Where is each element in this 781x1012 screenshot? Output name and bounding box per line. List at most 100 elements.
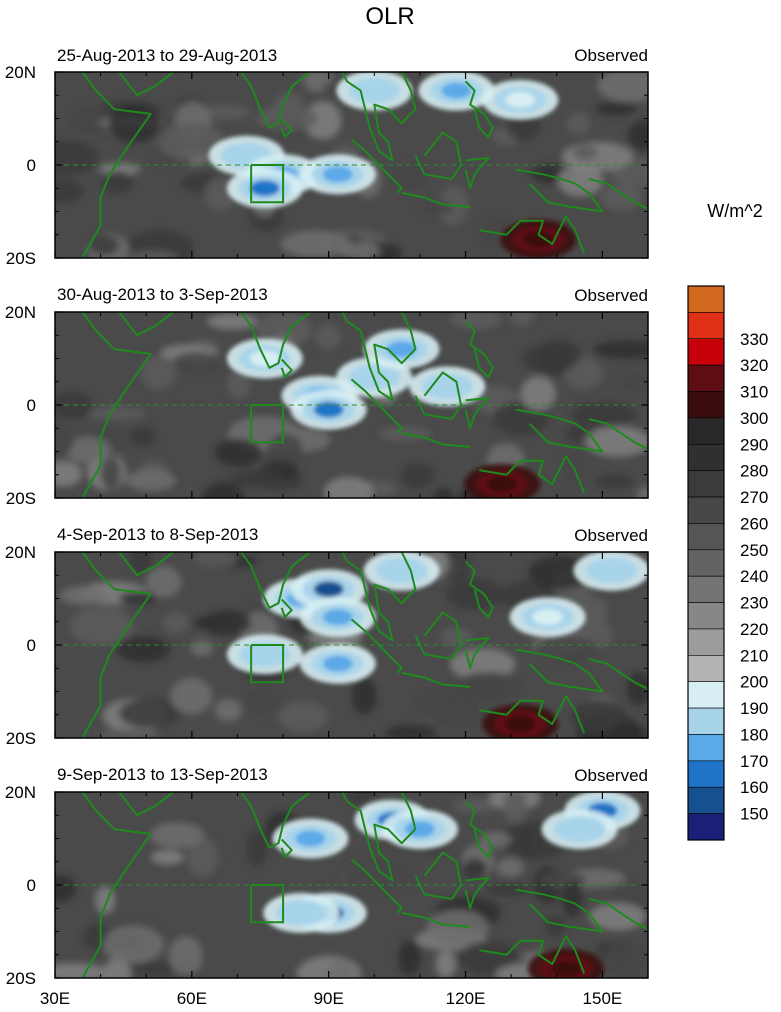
feature-core bbox=[322, 655, 353, 672]
coastline bbox=[464, 157, 490, 190]
units-label: W/m^2 bbox=[707, 201, 762, 221]
panel-2-map bbox=[55, 312, 648, 498]
colorbar-swatch bbox=[687, 655, 725, 683]
texture-blob bbox=[516, 826, 538, 857]
colorbar-swatch bbox=[687, 417, 725, 445]
region-box bbox=[250, 884, 285, 924]
panel-4-label: Observed bbox=[574, 766, 648, 785]
texture-blob bbox=[595, 474, 634, 489]
panel-3-map bbox=[55, 552, 648, 738]
colorbar-frame bbox=[687, 285, 725, 841]
coastline bbox=[479, 215, 586, 254]
region-box bbox=[250, 404, 285, 444]
texture-blob bbox=[100, 456, 122, 490]
colorbar-label: 310 bbox=[740, 383, 768, 402]
texture-blob bbox=[339, 242, 381, 258]
texture-blob bbox=[589, 902, 646, 931]
texture-blob bbox=[162, 612, 189, 633]
texture-blob bbox=[303, 101, 342, 140]
texture-blob bbox=[561, 141, 634, 172]
coastline bbox=[401, 671, 471, 688]
texture-blob bbox=[545, 915, 567, 937]
texture-blob bbox=[315, 324, 341, 350]
colorbar-swatch bbox=[687, 575, 725, 603]
coastline bbox=[239, 792, 312, 849]
colorbar-label: 180 bbox=[740, 725, 768, 744]
panel-3-label: Observed bbox=[574, 526, 648, 545]
coastline bbox=[588, 897, 648, 931]
coastline bbox=[280, 598, 293, 619]
texture-blob bbox=[168, 936, 203, 976]
colorbar-label: 200 bbox=[740, 673, 768, 692]
texture-blob bbox=[146, 565, 182, 598]
colorbar-label: 160 bbox=[740, 778, 768, 797]
texture-blob bbox=[227, 368, 251, 399]
y-tick-label: 0 bbox=[27, 156, 36, 175]
texture-blob bbox=[528, 555, 591, 590]
coastline bbox=[280, 838, 293, 859]
coastline bbox=[414, 371, 462, 420]
colorbar-swatch bbox=[687, 391, 725, 419]
colorbar-label: 190 bbox=[740, 699, 768, 718]
texture-blob bbox=[414, 201, 454, 216]
colorbar-swatch bbox=[687, 628, 725, 656]
coastline bbox=[588, 657, 648, 691]
texture-blob bbox=[59, 586, 106, 605]
feature-core bbox=[487, 476, 518, 493]
texture-blob bbox=[274, 92, 305, 115]
texture-blob bbox=[449, 674, 521, 700]
texture-blob bbox=[86, 406, 146, 421]
texture-blob bbox=[569, 700, 627, 732]
coastline bbox=[118, 312, 175, 337]
y-tick-label: 20S bbox=[6, 489, 36, 508]
coastline bbox=[239, 312, 312, 369]
texture-blob bbox=[435, 703, 494, 730]
panel-1-map bbox=[55, 72, 648, 258]
feature-core bbox=[432, 378, 463, 395]
texture-blob bbox=[55, 421, 75, 457]
texture-blob bbox=[228, 470, 285, 487]
coastline bbox=[464, 637, 490, 670]
y-tick-label: 20N bbox=[5, 783, 36, 802]
colorbar-label: 220 bbox=[740, 620, 768, 639]
coastline bbox=[464, 320, 494, 379]
texture-blob bbox=[55, 874, 77, 903]
panel-4-map bbox=[55, 792, 648, 978]
colorbar-label: 330 bbox=[740, 330, 768, 349]
texture-blob bbox=[280, 230, 352, 258]
texture-blob bbox=[440, 627, 473, 647]
coastline bbox=[588, 177, 648, 211]
colorbar: 150 160 170 180 190 200 210 220 230 240 250 260 270 2… bbox=[687, 285, 768, 841]
feature-core bbox=[441, 82, 472, 99]
texture-blob bbox=[628, 119, 648, 151]
texture-blob bbox=[126, 250, 179, 258]
coastline bbox=[588, 417, 648, 451]
coastline bbox=[239, 72, 312, 129]
texture-blob bbox=[102, 958, 132, 978]
texture-blob bbox=[201, 481, 246, 498]
colorbar-swatch bbox=[687, 549, 725, 577]
panel-2-label: Observed bbox=[574, 286, 648, 305]
coastline bbox=[464, 800, 494, 859]
coastline bbox=[401, 431, 471, 448]
feature-core bbox=[550, 960, 581, 977]
texture-blob bbox=[186, 837, 219, 877]
y-tick-label: 20N bbox=[5, 543, 36, 562]
feature-core bbox=[505, 91, 536, 108]
texture-blob bbox=[150, 849, 185, 865]
colorbar-swatch bbox=[687, 602, 725, 630]
coastline bbox=[515, 408, 604, 453]
colorbar-swatch bbox=[687, 786, 725, 814]
texture-blob bbox=[149, 822, 205, 849]
texture-blob bbox=[125, 469, 177, 491]
coastline bbox=[55, 312, 152, 498]
x-tick-label: 90E bbox=[314, 989, 344, 1008]
feature-core bbox=[505, 716, 536, 733]
y-tick-label: 0 bbox=[27, 636, 36, 655]
texture-blob bbox=[323, 476, 374, 498]
texture-blob bbox=[98, 162, 141, 176]
texture-blob bbox=[503, 792, 528, 825]
texture-blob bbox=[426, 909, 489, 945]
feature-core bbox=[313, 581, 344, 598]
texture-blob bbox=[246, 830, 268, 867]
